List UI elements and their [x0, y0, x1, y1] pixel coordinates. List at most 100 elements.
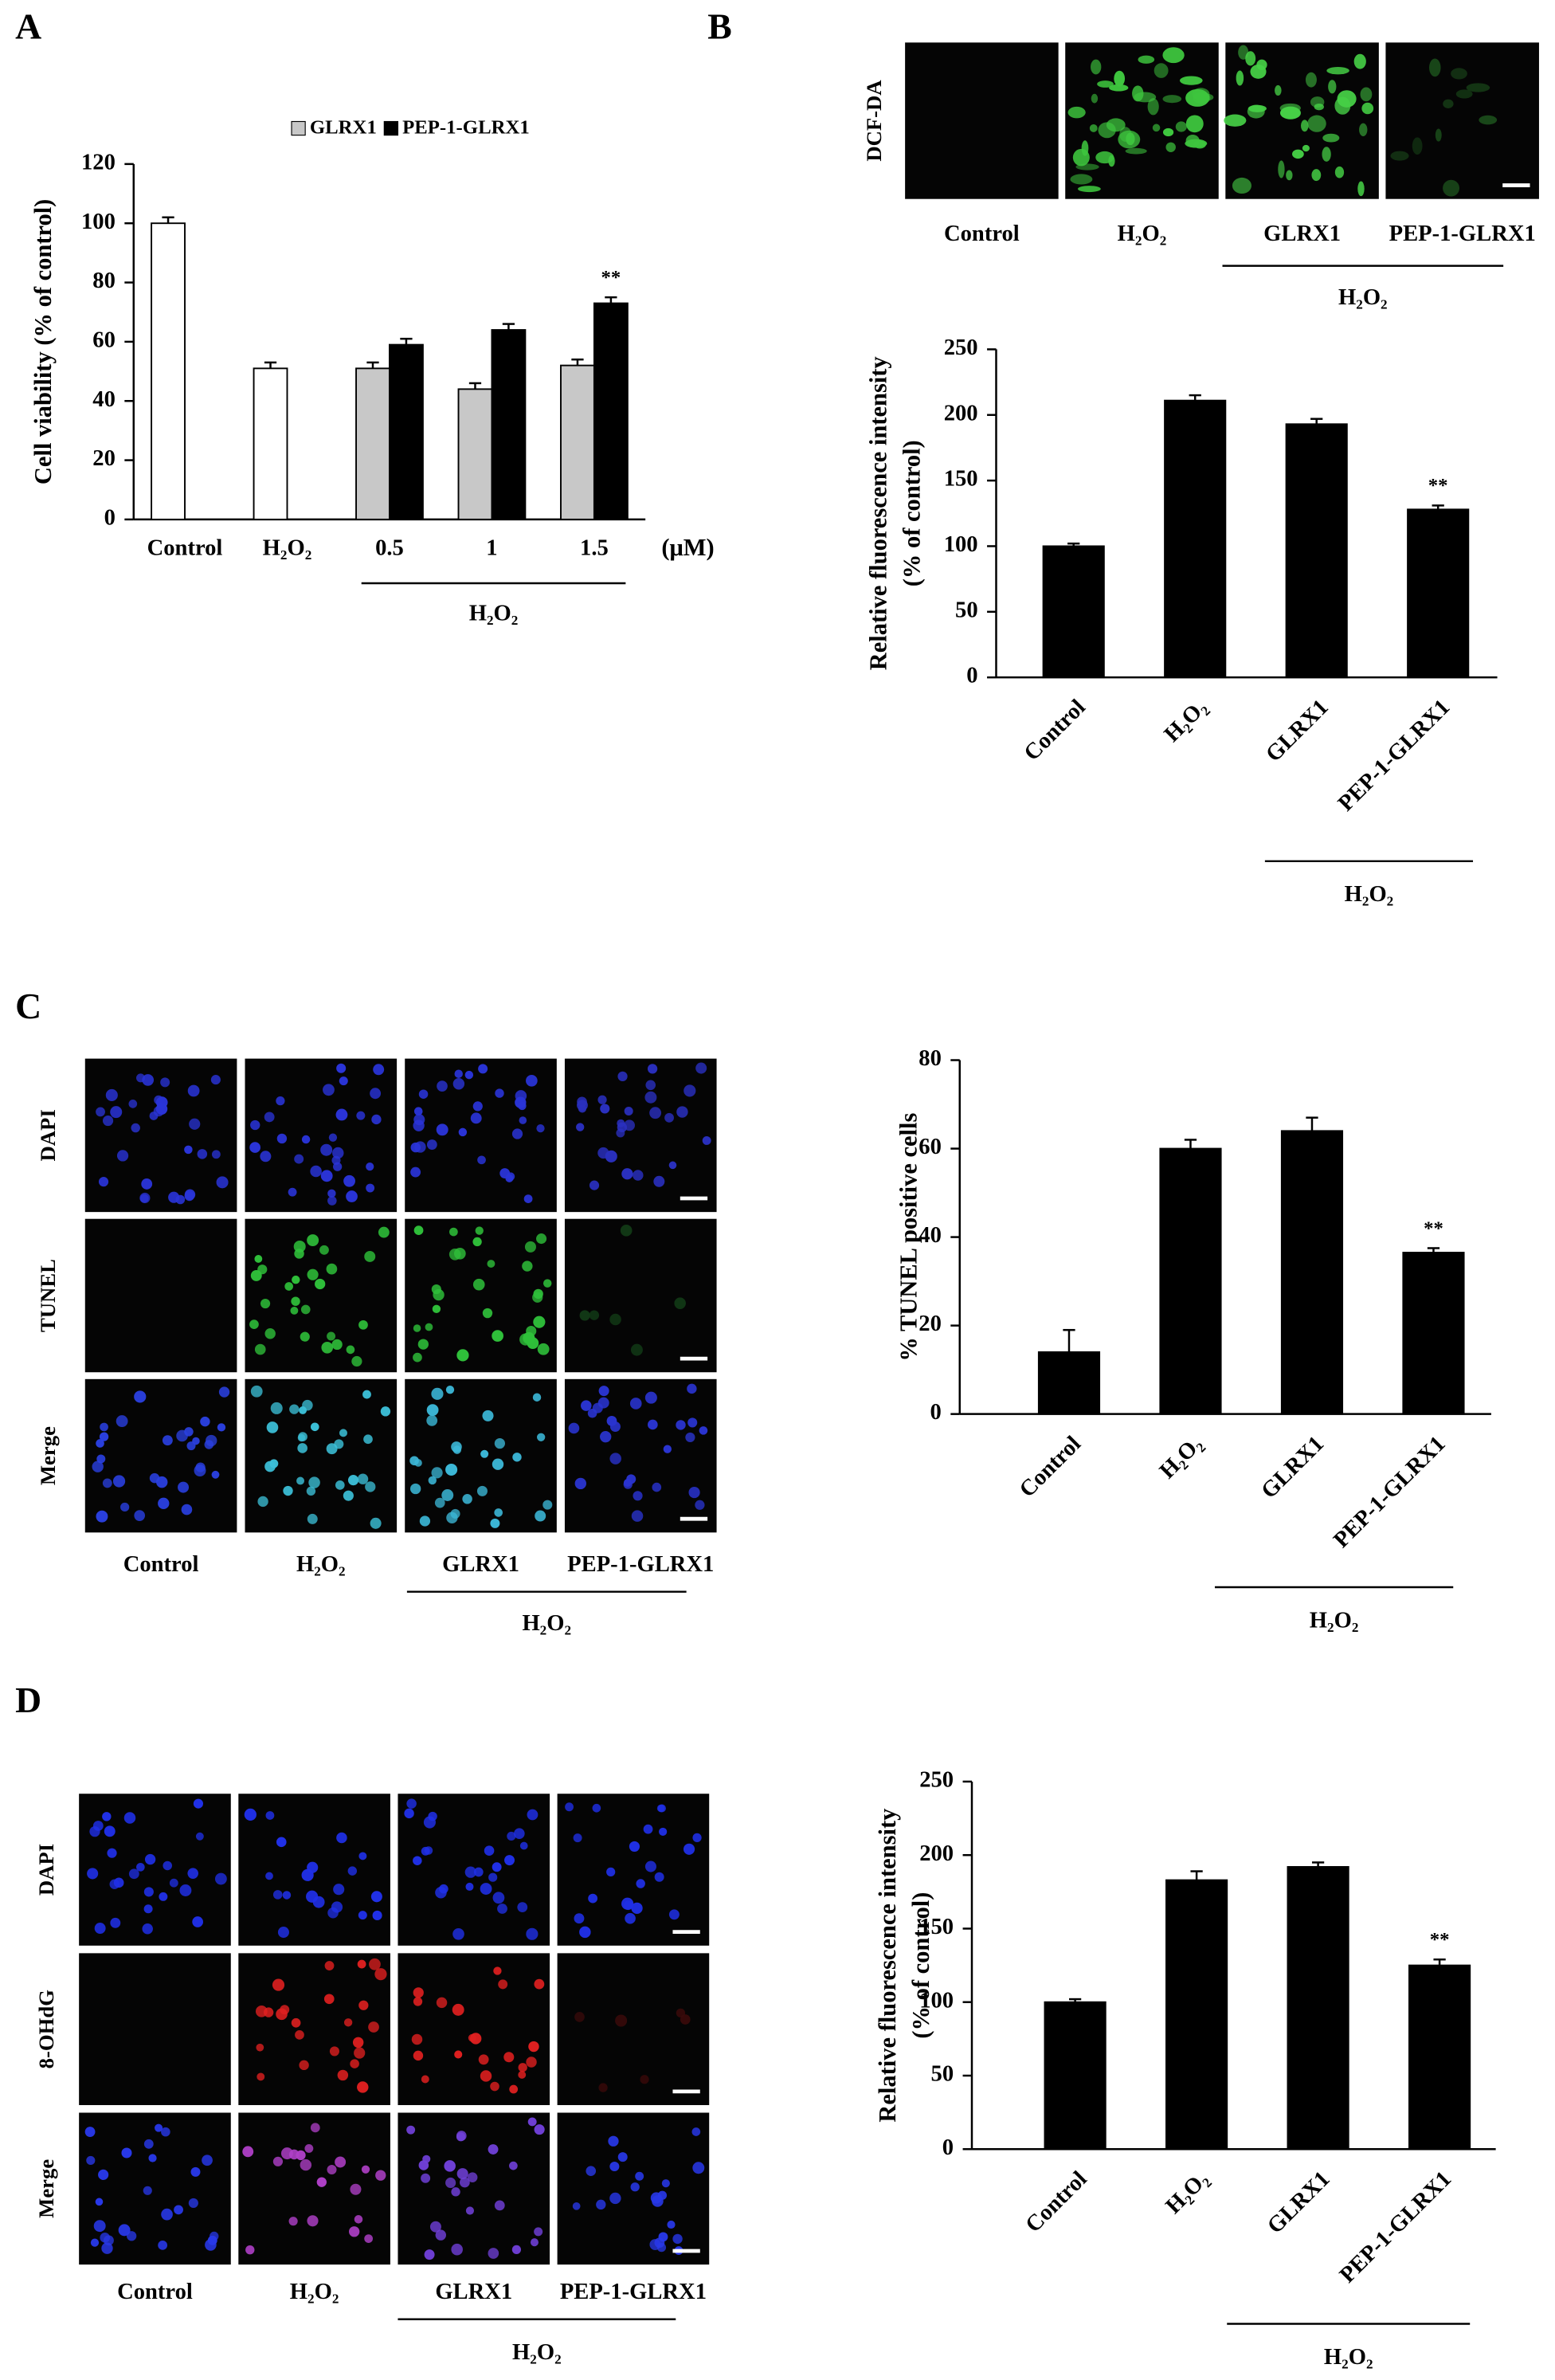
- cell: [260, 1151, 272, 1163]
- cell: [128, 1868, 139, 1880]
- micrograph: [398, 2112, 550, 2265]
- group-label: H₂O₂: [469, 602, 519, 626]
- cell: [452, 1927, 464, 1940]
- cell: [528, 2041, 539, 2053]
- cell: [526, 1927, 539, 1940]
- x-tick-label: H₂O₂: [263, 536, 312, 561]
- cell: [657, 1804, 666, 1813]
- y-tick-label: 80: [919, 1046, 942, 1071]
- cell: [688, 1486, 700, 1499]
- y-tick-label: 100: [919, 1988, 954, 2013]
- cell: [413, 1997, 423, 2006]
- cell: [256, 2043, 264, 2052]
- bar: [1285, 423, 1348, 679]
- cell: [672, 2233, 683, 2245]
- cell-signal: [1114, 70, 1126, 87]
- cell-signal: [1275, 84, 1282, 96]
- x-tick-label: Control: [147, 536, 223, 561]
- cell: [413, 1987, 424, 1998]
- cell: [283, 1485, 293, 1496]
- cell: [350, 2059, 359, 2068]
- cell: [702, 1136, 711, 1145]
- cell: [324, 1961, 335, 1970]
- cell: [454, 2050, 463, 2059]
- cell: [426, 1139, 437, 1150]
- bar: [1280, 1130, 1344, 1415]
- cell: [276, 2008, 288, 2021]
- cell: [264, 1328, 276, 1339]
- cell: [190, 2166, 201, 2177]
- cell-signal: [1305, 72, 1317, 88]
- panel-letter: D: [15, 1680, 41, 1720]
- cell-signal: [1328, 80, 1337, 94]
- cell: [257, 1496, 268, 1508]
- cell: [615, 2014, 628, 2027]
- cell: [98, 2169, 109, 2180]
- cell: [272, 2156, 284, 2166]
- cell: [515, 1096, 527, 1108]
- bar: [1164, 399, 1227, 679]
- cell: [589, 1180, 600, 1190]
- cell: [327, 1189, 336, 1198]
- cell: [445, 1386, 455, 1394]
- cell: [211, 1470, 220, 1479]
- cell: [592, 1803, 601, 1813]
- cell: [369, 1958, 381, 1970]
- cell: [526, 1075, 538, 1087]
- cell: [356, 1111, 366, 1120]
- cell: [676, 1420, 686, 1430]
- cell: [94, 1923, 106, 1934]
- group-label: H₂O₂: [1310, 1608, 1359, 1633]
- cell: [163, 1860, 172, 1871]
- cell: [647, 1064, 658, 1074]
- cell: [623, 1478, 632, 1487]
- cell: [492, 1862, 502, 1872]
- cell-signal: [1429, 58, 1441, 77]
- y-tick-label: 150: [944, 467, 978, 492]
- cell: [101, 2242, 113, 2254]
- cell: [193, 1798, 204, 1809]
- cell: [565, 1802, 574, 1812]
- cell: [434, 1497, 445, 1508]
- cell: [331, 1155, 341, 1165]
- cell: [640, 2075, 649, 2084]
- cell-signal: [1154, 63, 1169, 78]
- cell: [337, 2069, 349, 2081]
- cell: [320, 1143, 333, 1156]
- cell: [695, 1500, 705, 1510]
- cell: [589, 1310, 600, 1320]
- cell: [668, 1909, 680, 1920]
- cell: [110, 1106, 123, 1119]
- cell: [527, 1809, 539, 1821]
- cell: [282, 1891, 292, 1900]
- cell: [411, 2033, 423, 2045]
- micrograph: [1225, 42, 1379, 199]
- cell-signal: [1443, 179, 1460, 197]
- cell: [596, 2199, 606, 2210]
- cell: [472, 1237, 482, 1247]
- cell: [188, 2198, 198, 2209]
- cell: [581, 1400, 592, 1411]
- cell: [472, 1101, 483, 1112]
- cell: [418, 1089, 429, 1099]
- y-tick-label: 50: [955, 598, 978, 622]
- cell: [378, 1226, 390, 1238]
- cell: [431, 1387, 444, 1400]
- cell-signal: [1310, 96, 1325, 108]
- cell: [370, 1517, 382, 1529]
- cell: [366, 1183, 375, 1193]
- cell: [350, 2183, 362, 2195]
- y-tick-label: 200: [919, 1841, 954, 1866]
- cell: [419, 1515, 431, 1527]
- cell: [357, 1959, 366, 1969]
- cell: [456, 2168, 468, 2180]
- cell: [116, 1150, 129, 1162]
- cell-signal: [1067, 106, 1086, 119]
- cell: [266, 1421, 279, 1433]
- cell: [664, 1112, 674, 1123]
- cell: [194, 1464, 206, 1477]
- cell: [354, 2047, 366, 2059]
- cell: [99, 1432, 109, 1441]
- cell: [346, 1345, 355, 1355]
- cell: [644, 1860, 656, 1872]
